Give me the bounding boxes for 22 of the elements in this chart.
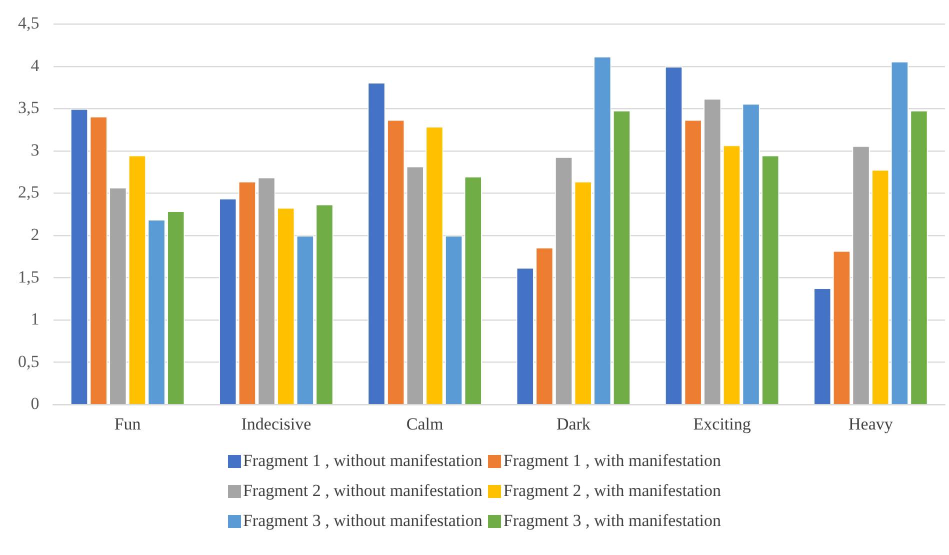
y-tick-label: 1,5: [18, 267, 40, 286]
y-tick-label: 4: [30, 56, 40, 75]
y-tick-label: 1: [30, 310, 40, 329]
legend-label: Fragment 2 , with manifestation: [503, 481, 722, 501]
x-tick-label: Calm: [406, 414, 444, 434]
x-tick-label: Indecisive: [241, 414, 312, 434]
y-tick-label: 2: [30, 225, 40, 244]
legend-label: Fragment 3 , with manifestation: [503, 511, 722, 531]
x-tick-label: Heavy: [848, 414, 894, 434]
y-tick-label: 2,5: [18, 182, 40, 202]
legend-label: Fragment 2 , without manifestation: [242, 481, 482, 501]
legend-label: Fragment 1 , with manifestation: [503, 451, 722, 471]
legend-label: Fragment 3 , without manifestation: [242, 511, 482, 531]
y-tick-label: 3,5: [18, 98, 40, 118]
x-tick-label: Fun: [114, 414, 142, 434]
y-tick-label: 0: [30, 394, 40, 414]
y-tick-label: 3: [30, 140, 40, 160]
y-tick-label: 0,5: [18, 352, 40, 371]
x-tick-label: Dark: [556, 414, 591, 434]
legend-label: Fragment 1 , without manifestation: [242, 451, 482, 471]
x-tick-label: Exciting: [693, 414, 752, 434]
y-tick-label: 4,5: [18, 14, 40, 33]
